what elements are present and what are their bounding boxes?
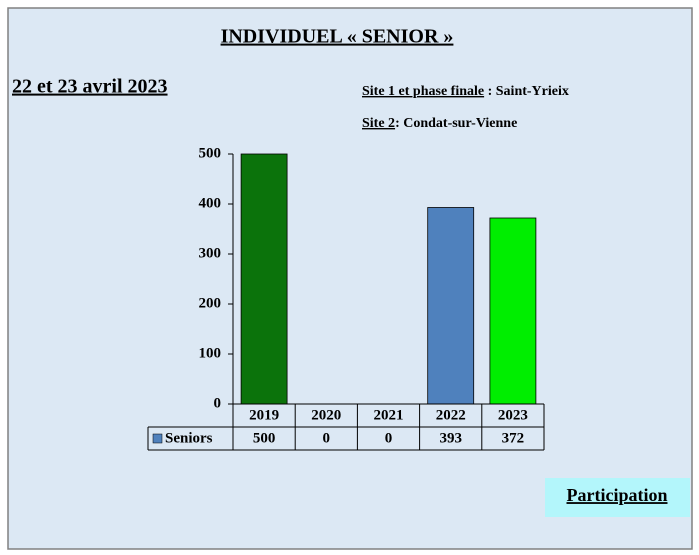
y-tick-label: 100 <box>199 345 222 361</box>
bar <box>489 217 537 405</box>
site2-value: : Condat-sur-Vienne <box>395 116 517 131</box>
legend-swatch <box>152 433 163 444</box>
bar <box>240 153 288 405</box>
date: 22 et 23 avril 2023 <box>12 76 168 98</box>
site1-label: Site 1 et phase finale <box>362 84 484 99</box>
site1-value: : Saint-Yrieix <box>484 84 569 99</box>
x-tick-label: 2019 <box>249 407 279 423</box>
site2-label: Site 2 <box>362 116 395 131</box>
x-tick-label: 2023 <box>498 407 528 423</box>
participation-button[interactable] <box>545 478 690 517</box>
y-tick-label: 400 <box>199 195 222 211</box>
x-tick-label: 2020 <box>311 407 341 423</box>
table-value: 393 <box>439 430 462 446</box>
bar <box>427 207 475 405</box>
frame <box>7 7 693 550</box>
table-value: 500 <box>253 430 276 446</box>
table-value: 0 <box>323 430 331 446</box>
chart-title: INDIVIDUEL « SENIOR » <box>221 26 454 48</box>
x-tick-label: 2021 <box>374 407 404 423</box>
table-value: 0 <box>385 430 393 446</box>
x-tick-label: 2022 <box>436 407 466 423</box>
participation-label[interactable]: Participation <box>567 485 668 505</box>
legend-label: Seniors <box>165 430 213 446</box>
y-tick-label: 500 <box>199 145 222 161</box>
y-tick-label: 300 <box>199 245 222 261</box>
y-tick-label: 200 <box>199 295 222 311</box>
site1: Site 1 et phase finale : Saint-Yrieix <box>362 84 569 99</box>
table-value: 372 <box>502 430 525 446</box>
site2: Site 2: Condat-sur-Vienne <box>362 116 517 131</box>
y-tick-label: 0 <box>214 395 222 411</box>
